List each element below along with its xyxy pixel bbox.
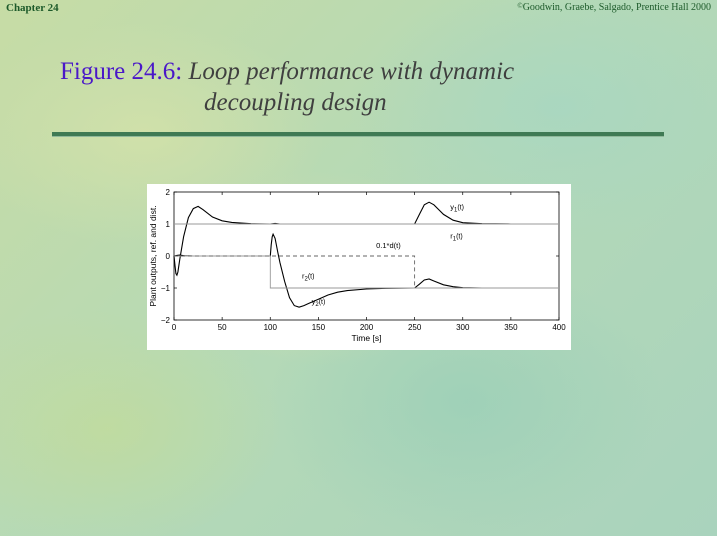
y-axis-label: Plant outputs, ref. and dist. [148,205,158,306]
x-tick-label: 200 [360,323,374,332]
series-label-d: 0.1*d(t) [376,241,401,250]
y1-output-line [173,201,559,277]
title-text-line-2: decoupling design [204,89,387,116]
y-tick-label: −2 [161,316,171,325]
x-tick-label: 300 [456,323,470,332]
x-tick-label: 100 [264,323,278,332]
title-line-1: Figure 24.6: Loop performance with dynam… [60,56,514,87]
figure-number: Figure 24.6: [60,58,183,85]
copyright-text: Goodwin, Graebe, Salgado, Prentice Hall … [522,2,711,13]
y-tick-label: 0 [166,252,171,261]
x-tick-label: 150 [312,323,326,332]
disturbance-line [174,255,416,288]
title-text-line-1: Loop performance with dynamic [188,58,515,85]
x-tick-label: 250 [408,323,422,332]
x-tick-label: 350 [504,323,518,332]
series-label-r1: r1(t) [450,231,462,242]
y-tick-label: 2 [166,188,171,197]
chapter-label: Chapter 24 [6,2,59,14]
x-axis-label: Time [s] [352,333,382,343]
series-label-y1: y1(t) [450,203,464,214]
y-tick-label: 1 [166,220,171,229]
copyright-notice: ©Goodwin, Graebe, Salgado, Prentice Hall… [517,2,711,13]
r2-reference-line [174,255,559,289]
copyright-symbol: © [517,2,523,10]
x-tick-label: 50 [218,323,227,332]
loop-performance-chart: 0 50 100 150 200 250 300 350 400 −2 −1 0 1 2 Time [s] P… [148,188,566,343]
x-tick-label: 400 [552,323,566,332]
series-label-y2: y2(t) [312,297,326,308]
title-divider [52,132,664,137]
x-tick-label: 0 [172,323,177,332]
figure-panel: 0 50 100 150 200 250 300 350 400 −2 −1 0 1 2 Time [s] P… [147,184,571,350]
slide-title: Figure 24.6: Loop performance with dynam… [60,56,514,118]
series-label-r2: r2(t) [302,271,314,282]
y-tick-label: −1 [161,284,171,293]
